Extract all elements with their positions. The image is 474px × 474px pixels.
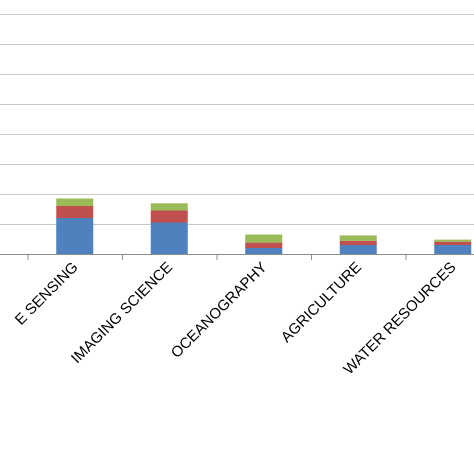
chart-x-axis: [0, 254, 474, 260]
bar-segment: [339, 245, 377, 254]
x-tick-label: OCEANOGRAPHY: [168, 259, 271, 362]
x-tick-label: AGRICULTURE: [278, 259, 365, 346]
bar-segment: [245, 242, 283, 248]
bar-segment: [150, 222, 188, 254]
bar-segment: [245, 248, 283, 254]
bar-segment: [434, 241, 472, 245]
bar-segment: [339, 240, 377, 245]
bar-segment: [56, 206, 94, 218]
x-tick-label: IMAGING SCIENCE: [68, 259, 176, 367]
chart-bars: [56, 198, 472, 254]
bar-segment: [56, 198, 94, 206]
bar-segment: [150, 203, 188, 211]
bar-segment: [434, 245, 472, 254]
bar-segment: [434, 239, 472, 242]
x-tick-label: E SENSING: [12, 259, 82, 329]
bar-segment: [339, 235, 377, 241]
bar-segment: [245, 234, 283, 243]
bar-segment: [150, 210, 188, 223]
chart-gridlines: [0, 14, 474, 225]
bar-segment: [56, 218, 94, 254]
